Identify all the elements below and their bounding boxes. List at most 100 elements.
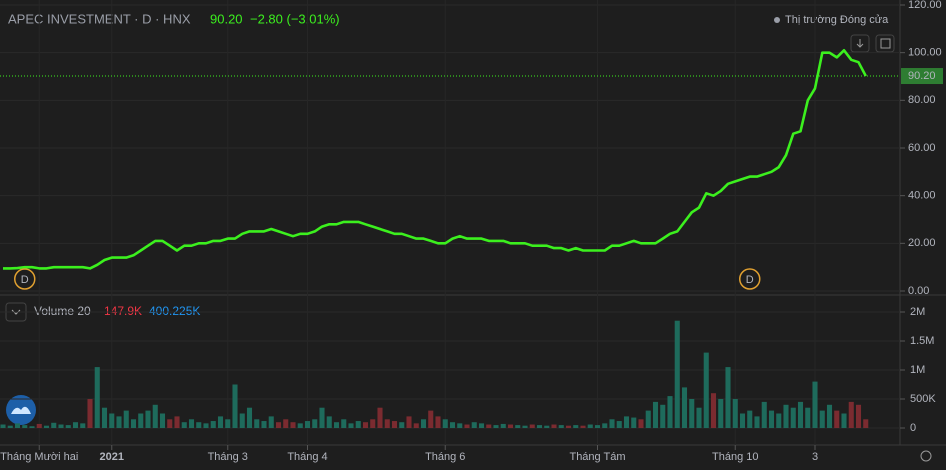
volume-bar <box>283 419 289 428</box>
volume-bar <box>94 367 100 428</box>
volume-bar <box>0 424 6 428</box>
volume-bar <box>203 423 209 428</box>
y-tick-label: 80.00 <box>908 94 936 106</box>
logo-icon <box>11 406 31 414</box>
volume-bar <box>420 419 427 428</box>
volume-bar <box>413 423 419 428</box>
volume-bar <box>689 399 695 428</box>
volume-bar <box>834 410 840 428</box>
volume-bar <box>275 422 282 428</box>
volume-bar <box>384 419 390 428</box>
volume-bar <box>406 416 412 428</box>
volume-bar <box>602 423 608 428</box>
volume-bar <box>638 419 644 428</box>
volume-bar <box>362 422 369 428</box>
y-tick-label: 0.00 <box>908 285 929 297</box>
volume-bar <box>587 424 593 428</box>
volume-bar <box>246 407 253 428</box>
volume-bar <box>710 393 717 428</box>
y-tick-label: 100.00 <box>908 47 942 59</box>
volume-bar <box>449 422 456 428</box>
download-button[interactable] <box>850 34 870 53</box>
volume-bar <box>435 416 441 428</box>
volume-bar <box>268 416 274 428</box>
volume-bar <box>377 407 383 428</box>
volume-bar <box>652 401 659 428</box>
volume-bar <box>130 419 137 428</box>
volume-bar <box>225 419 231 428</box>
settings-icon[interactable] <box>920 450 932 462</box>
volume-bar <box>493 425 499 428</box>
volume-tick-label: 2M <box>910 306 925 318</box>
volume-bar <box>471 422 477 428</box>
volume-bar <box>14 423 21 428</box>
volume-bar <box>739 413 746 428</box>
status-dot <box>774 17 780 23</box>
volume-bar <box>43 425 50 428</box>
volume-bar <box>761 401 767 428</box>
volume-bar <box>333 422 340 428</box>
volume-bar <box>145 410 151 428</box>
volume-bar <box>616 421 622 428</box>
volume-bar <box>478 423 485 428</box>
price-line <box>3 49 867 270</box>
x-tick-label: 2021 <box>100 451 124 463</box>
volume-bar <box>261 421 267 428</box>
volume-bar <box>391 421 398 428</box>
volume-bar <box>210 421 216 428</box>
volume-bar <box>174 416 180 428</box>
x-tick-label: Tháng 6 <box>425 451 465 463</box>
volume-bar <box>159 413 166 428</box>
volume-bar <box>790 407 796 428</box>
volume-bar <box>551 424 557 428</box>
volume-bar <box>515 425 521 428</box>
volume-bar <box>558 425 564 428</box>
volume-bar <box>507 424 514 428</box>
volume-bar <box>65 425 71 428</box>
event-label: D <box>21 274 29 286</box>
volume-bar <box>188 419 195 428</box>
volume-bar <box>399 422 405 428</box>
volume-bar <box>304 421 311 428</box>
volume-bar <box>732 399 738 428</box>
volume-bar <box>522 425 528 428</box>
volume-bar <box>529 424 535 428</box>
volume-bar <box>573 425 579 428</box>
market-status: Thị trường Đóng cửa <box>785 14 889 26</box>
volume-bar <box>609 419 615 428</box>
volume-bar <box>696 407 702 428</box>
volume-bar <box>109 413 115 428</box>
volume-bar <box>370 419 376 428</box>
y-tick-label: 60.00 <box>908 142 936 154</box>
y-tick-label: 120.00 <box>908 0 942 11</box>
volume-bar <box>254 419 260 428</box>
volume-bar <box>826 404 833 428</box>
x-tick-label: Tháng 4 <box>287 451 327 463</box>
volume-bar <box>217 416 224 428</box>
volume-bar <box>631 417 637 428</box>
volume-bar <box>848 401 854 428</box>
volume-bar <box>674 320 680 428</box>
fullscreen-icon <box>880 38 891 49</box>
volume-bar <box>725 367 731 428</box>
volume-bar <box>87 399 93 428</box>
volume-bar <box>319 407 325 428</box>
volume-bar <box>312 419 318 428</box>
volume-bar <box>51 422 57 428</box>
fullscreen-button[interactable] <box>875 34 895 53</box>
volume-bar <box>580 425 586 428</box>
volume-bar <box>565 425 572 428</box>
volume-tick-label: 500K <box>910 393 936 405</box>
volume-bar <box>819 410 825 428</box>
volume-bar <box>29 426 35 428</box>
volume-bar <box>623 416 630 428</box>
volume-bar <box>7 425 13 428</box>
volume-bar <box>718 399 724 428</box>
volume-bar <box>536 425 543 428</box>
volume-bar <box>863 419 869 428</box>
volume-bar <box>80 423 86 428</box>
last-price: 90.20 <box>210 11 243 26</box>
collapse-icon <box>11 309 21 315</box>
